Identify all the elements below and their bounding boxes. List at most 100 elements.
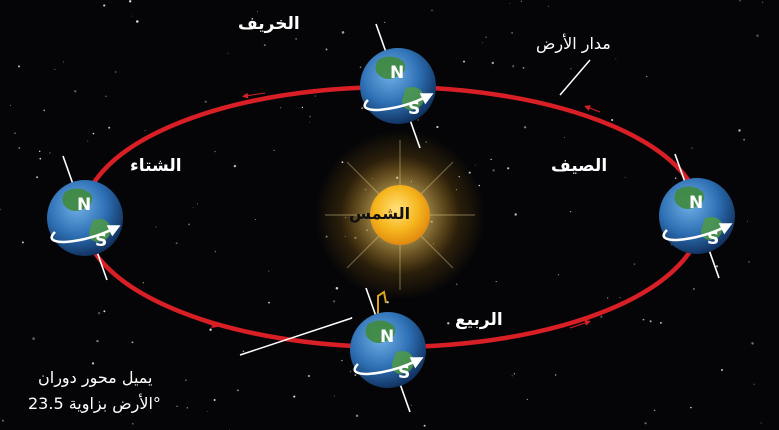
star — [462, 60, 466, 63]
star — [18, 147, 21, 149]
star — [653, 409, 656, 411]
star — [254, 219, 256, 220]
star — [570, 68, 572, 70]
sun — [315, 130, 485, 300]
star — [197, 203, 198, 205]
star — [482, 42, 484, 44]
star — [645, 75, 648, 78]
star — [74, 90, 77, 93]
star — [751, 342, 754, 345]
star — [144, 130, 146, 132]
star — [175, 242, 178, 245]
star — [9, 104, 12, 107]
star — [136, 20, 139, 23]
star — [185, 379, 187, 382]
star — [760, 422, 762, 424]
earth-autumn: NS — [360, 23, 436, 149]
star — [417, 119, 419, 121]
orbit-arrows — [197, 92, 601, 329]
star — [644, 422, 647, 425]
star — [103, 4, 106, 7]
star — [386, 301, 389, 304]
label-winter: الشتاء — [130, 156, 182, 176]
star — [474, 164, 476, 166]
star — [130, 15, 132, 17]
star — [693, 288, 695, 290]
star — [624, 176, 626, 178]
star — [54, 68, 56, 70]
star — [227, 52, 229, 54]
star — [131, 341, 134, 344]
star — [511, 32, 513, 34]
star — [341, 359, 343, 362]
star — [96, 339, 99, 343]
orbit-arrow-bottom-right — [569, 320, 591, 329]
star — [166, 168, 169, 171]
star — [513, 373, 516, 375]
star — [307, 374, 310, 378]
star — [341, 31, 345, 34]
star — [334, 395, 336, 397]
star — [748, 261, 750, 263]
star — [509, 2, 511, 4]
star — [314, 95, 317, 97]
star — [355, 414, 359, 417]
star — [21, 241, 24, 244]
star — [92, 132, 95, 135]
star — [548, 5, 550, 7]
star — [738, 129, 741, 132]
star — [611, 119, 614, 121]
star — [268, 301, 270, 304]
star — [522, 67, 525, 69]
star — [349, 370, 352, 373]
star — [43, 109, 46, 112]
star — [59, 378, 61, 380]
star — [301, 106, 304, 109]
tilt-caption-line2: الأرض بزاوية 23.5° — [28, 394, 161, 413]
star — [455, 283, 458, 286]
rotation-arrow — [363, 93, 434, 112]
star — [273, 150, 275, 151]
star — [325, 48, 328, 51]
star — [333, 300, 336, 303]
orbit-arrow-top-right — [584, 105, 601, 113]
star — [49, 152, 51, 154]
north-pole-label: N — [689, 193, 703, 213]
star — [756, 34, 759, 37]
star — [359, 66, 362, 69]
tilt-caption-line1: يميل محور دوران — [38, 368, 153, 387]
star — [295, 38, 297, 40]
star — [564, 137, 566, 139]
star — [39, 157, 42, 160]
star — [103, 310, 106, 313]
star — [495, 281, 497, 283]
label-summer: الصيف — [551, 156, 608, 176]
star — [557, 274, 560, 276]
star — [233, 164, 237, 168]
star — [649, 320, 652, 323]
star — [129, 0, 132, 3]
label-autumn: الخريف — [238, 14, 300, 34]
star — [762, 1, 764, 3]
star — [642, 318, 645, 321]
star — [512, 65, 515, 68]
star — [615, 58, 617, 60]
star — [91, 362, 95, 365]
star — [236, 389, 239, 392]
star — [492, 169, 495, 172]
star — [87, 140, 89, 142]
star — [436, 125, 439, 129]
label-orbit: مدار الأرض — [536, 34, 611, 53]
star — [242, 350, 245, 353]
star — [115, 71, 117, 73]
star — [674, 177, 677, 179]
star — [0, 208, 1, 211]
star — [36, 176, 39, 179]
star — [213, 399, 216, 401]
star — [108, 126, 111, 129]
star — [447, 322, 450, 325]
star — [97, 312, 101, 315]
star — [410, 405, 412, 406]
star — [607, 297, 609, 299]
